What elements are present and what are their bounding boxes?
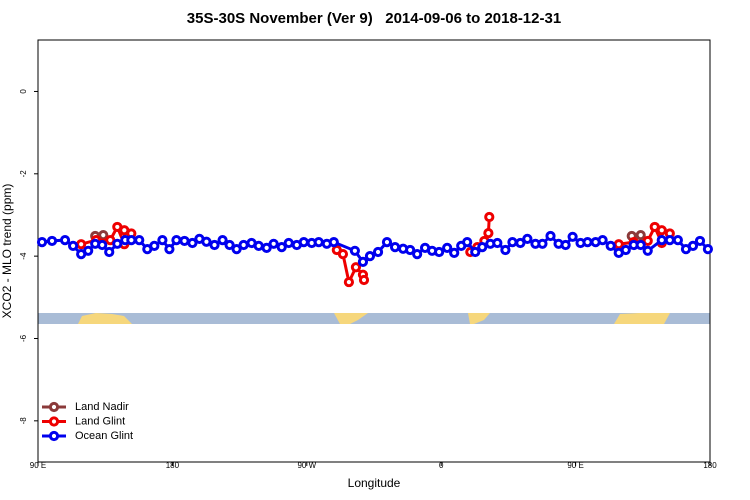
data-point: [434, 246, 445, 258]
legend-label: Land Nadir: [75, 401, 129, 413]
data-point: [656, 234, 667, 246]
x-tick-label: 90 E: [567, 461, 583, 470]
data-point: [642, 245, 653, 256]
y-tick-label: -2: [19, 170, 28, 178]
data-point: [470, 246, 481, 258]
data-point: [343, 276, 355, 288]
chart-title: 35S-30S November (Ver 9) 2014-09-06 to 2…: [187, 10, 561, 27]
data-point: [59, 234, 71, 246]
data-point: [337, 248, 349, 260]
data-point: [582, 237, 593, 248]
data-point: [635, 230, 646, 241]
data-point: [171, 234, 182, 246]
data-point: [268, 238, 279, 249]
legend-marker: [48, 416, 60, 427]
data-point: [298, 237, 309, 248]
data-point: [98, 230, 109, 241]
data-point: [545, 230, 556, 242]
data-point: [389, 241, 401, 253]
y-tick-label: -6: [19, 334, 28, 342]
legend-label: Land Glint: [75, 415, 125, 427]
x-tick-label: 180: [703, 461, 717, 470]
data-point: [358, 274, 370, 286]
data-point: [276, 241, 287, 253]
data-point: [515, 237, 526, 249]
data-point: [350, 262, 362, 273]
data-point: [483, 227, 494, 239]
data-point: [261, 242, 272, 254]
x-tick-label: 180: [166, 461, 180, 470]
data-point: [83, 245, 94, 256]
x-axis-label: Longitude: [348, 476, 401, 490]
data-point: [46, 235, 58, 247]
data-point: [620, 244, 631, 256]
data-point: [283, 237, 294, 249]
data-point: [349, 245, 360, 256]
data-point: [201, 236, 212, 247]
data-point: [522, 233, 533, 244]
data-point: [97, 239, 108, 251]
legend-marker: [48, 430, 60, 442]
data-point: [702, 244, 714, 255]
data-point: [328, 237, 339, 248]
data-point: [672, 234, 683, 246]
data-point: [238, 239, 249, 251]
data-point: [507, 237, 518, 248]
data-point: [164, 244, 175, 255]
data-point: [36, 237, 48, 248]
data-point: [442, 242, 453, 254]
data-point: [694, 235, 706, 247]
data-point: [656, 225, 667, 236]
data-point: [492, 237, 503, 249]
data-point: [67, 240, 79, 251]
data-point: [405, 244, 416, 256]
x-tick-label: 90 E: [30, 461, 46, 470]
data-point: [209, 239, 220, 251]
data-point: [477, 241, 488, 253]
x-tick-label: 0: [439, 461, 444, 470]
data-point: [253, 240, 264, 251]
data-point: [500, 244, 511, 256]
data-point: [217, 234, 228, 246]
data-point: [642, 235, 653, 247]
data-point: [224, 239, 235, 251]
data-point: [76, 239, 87, 250]
data-point: [104, 246, 115, 258]
data-point: [605, 240, 616, 251]
data-point: [537, 238, 548, 249]
data-point: [364, 251, 376, 262]
data-point: [313, 237, 324, 248]
data-point: [560, 239, 571, 251]
data-point: [134, 234, 145, 246]
data-point: [597, 234, 608, 246]
data-point: [635, 239, 646, 251]
y-tick-label: -8: [19, 417, 28, 425]
data-point: [484, 211, 495, 223]
data-point: [231, 244, 242, 255]
x-tick-label: 90 W: [297, 461, 316, 470]
map-strip: [38, 313, 710, 324]
legend-label: Ocean Glint: [75, 430, 133, 442]
data-point: [664, 234, 675, 246]
data-point: [149, 240, 160, 251]
data-point: [157, 234, 168, 246]
data-point: [112, 238, 123, 249]
data-point: [449, 247, 460, 258]
data-point: [372, 246, 384, 258]
y-tick-label: -4: [19, 252, 28, 260]
data-point: [462, 237, 473, 248]
data-point: [567, 231, 578, 242]
data-point: [179, 235, 190, 247]
data-point: [412, 248, 423, 260]
y-tick-label: 0: [19, 89, 28, 94]
data-point: [613, 239, 624, 250]
data-point: [381, 237, 393, 248]
data-point: [357, 256, 369, 268]
data-point: [687, 240, 699, 251]
y-axis-label: XCO2 - MLO trend (ppm): [0, 184, 14, 319]
data-point: [126, 234, 137, 246]
legend-marker: [48, 401, 60, 413]
data-point: [187, 237, 198, 249]
